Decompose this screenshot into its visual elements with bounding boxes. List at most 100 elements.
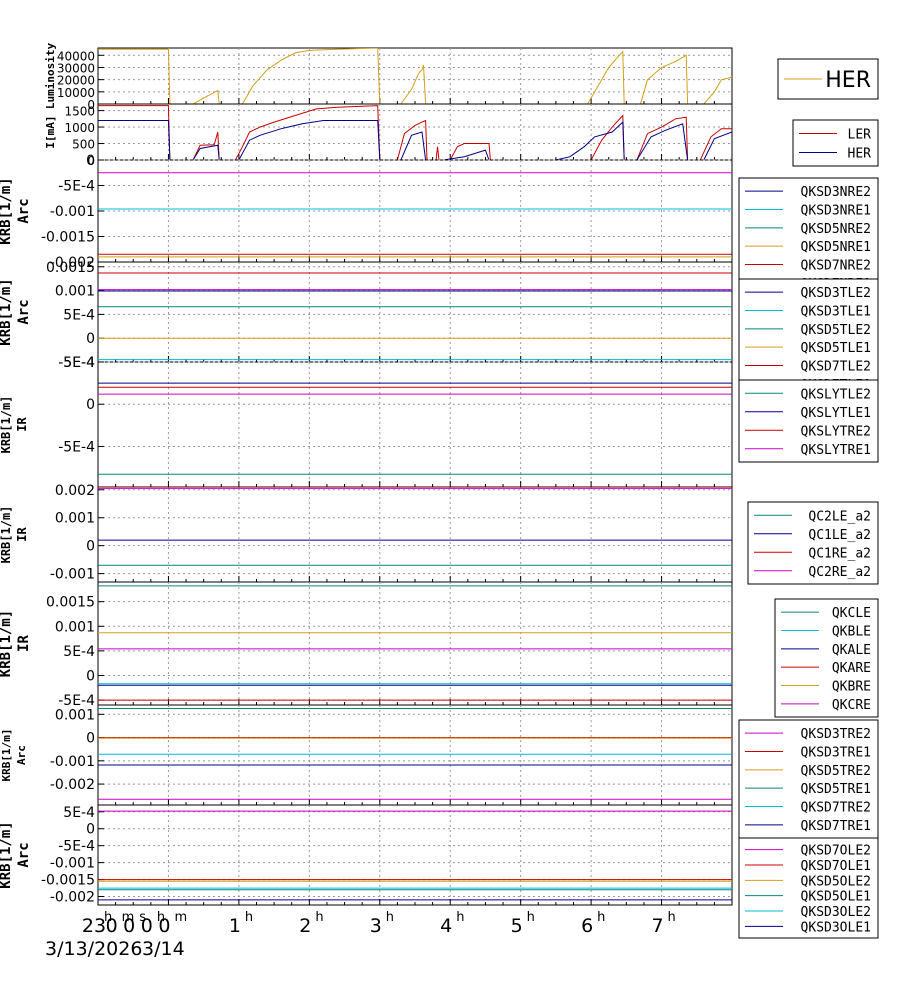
y-tick-label: 0 [86,153,95,169]
x-tick-unit: s [139,910,146,925]
y-tick-label: -0.001 [50,567,95,583]
legend-label: QKSD7OLE1 [801,859,871,874]
legend-label: QKBRE [832,680,871,695]
y-axis-sublabel: Arc [15,745,28,765]
panel-2: 0 500 1000 1500 I[mA] LER HER [44,103,879,168]
x-tick-label: 3 [370,915,382,937]
y-tick-label: -0.001 [50,856,95,872]
x-tick-unit: h [668,910,676,925]
x-tick-unit: h [527,910,535,925]
y-tick-label: 40000 [57,49,95,63]
legend-label: QKSD3OLE1 [801,920,871,935]
panel-5: -5E-4 0 5E-4 KRB[1/m] IR QKSLYTLE2 QKSLYTLE1 QK… [0,355,879,488]
y-tick-label: 0 [86,539,95,555]
y-tick-label: 0 [87,98,95,112]
x-tick-label: 23 [82,915,106,937]
y-tick-label: -0.002 [50,255,95,271]
y-axis-sublabel: Arc [16,299,32,324]
plot-frame [97,361,733,488]
panel-8: -0.002 -0.001 0 0.001 KRB[1/m] Arc QKSD3TRE2 QK… [0,704,879,839]
y-tick-label: 0.001 [55,284,95,300]
legend-label: QKARE [832,661,871,676]
y-tick-label: 5E-4 [63,644,95,660]
y-tick-label: -5E-4 [58,355,95,371]
y-tick-label: 0 [87,154,95,168]
legend-box [792,119,879,167]
legend-label: QKSD7TLE2 [801,360,871,375]
y-axis-sublabel: IR [15,527,29,542]
y-tick-label: 1000 [64,121,95,135]
legend-label: QKSD7NRE2 [801,259,871,274]
legend-box [774,598,879,718]
legend-label: QC1RE_a2 [808,546,871,561]
y-axis-label: KRB[1/m] [0,729,13,782]
legend-label: QKSD3OLE2 [801,905,871,920]
series-line-luminosity [98,48,732,104]
x-tick-label: 0 [141,915,153,937]
y-tick-label: -5E-4 [58,439,95,455]
y-tick-label: -0.0015 [41,230,95,246]
x-tick-label: 6 [581,915,593,937]
y-axis-sublabel: Arc [16,842,32,867]
x-tick-unit: h [315,910,323,925]
y-tick-label: 5E-4 [63,805,95,821]
y-tick-label: -0.002 [50,890,95,906]
y-axis-label: Luminosity [44,43,57,110]
legend-label: QKCLE [832,606,871,621]
y-tick-label: 20000 [57,74,95,88]
legend-label: QKSD3TLE2 [801,286,871,301]
legend-box [738,177,879,297]
y-tick-label: 5E-4 [63,307,95,323]
legend-label: QKSD3TRE1 [801,746,871,761]
y-axis-sublabel: IR [16,635,32,652]
legend-label: QKSD7TRE1 [801,819,871,834]
y-tick-label: 0 [86,331,95,347]
legend-label: QKSLYTLE1 [801,406,871,421]
plot-frame [97,486,733,583]
legend-label: QKSD7OLE2 [801,844,871,859]
x-tick-unit: h [104,910,112,925]
plot-frame [97,103,733,161]
legend-label: QC2LE_a2 [808,509,871,524]
legend-label: QKBLE [832,625,871,640]
y-axis-label: KRB[1/m] [0,506,13,564]
y-axis-label: KRB[1/m] [0,821,14,888]
legend-label: QKSLYTRE2 [801,424,871,439]
legend-label: QKSD5OLE2 [801,874,871,889]
y-axis-sublabel: IR [15,417,29,432]
y-tick-label: 1500 [64,105,95,119]
x-tick-label: 0 [123,915,135,937]
x-tick-label: 4 [440,915,452,937]
y-tick-label: 0 [86,822,95,838]
y-tick-label: -0.0015 [41,873,95,889]
y-tick-label: 0.001 [55,619,95,635]
legend-label: QKCRE [832,698,871,713]
plot-frame [97,261,733,363]
x-tick-label: 0 [158,915,170,937]
plot-frame [97,581,733,706]
legend-label: QKSD3NRE2 [801,185,871,200]
series-line-ler [98,105,732,160]
plot-frame [97,47,733,105]
y-tick-label: 30000 [57,61,95,75]
x-tick-unit: m [122,910,135,925]
x-tick-label: 5 [511,915,523,937]
panel-7: -5E-4 0 5E-4 0.001 0.0015 KRB[1/m] IR QKCLE QKBL… [0,581,879,718]
legend-label: QKSLYTLE2 [801,387,871,402]
legend-label: QKSD5TRE1 [801,782,871,797]
y-tick-label: 0 [86,668,95,684]
y-tick-label: 0.001 [55,707,95,723]
y-axis-label: KRB[1/m] [0,177,14,244]
y-tick-label: 0 [86,397,95,413]
legend-label: QKSD3TLE1 [801,305,871,320]
x-tick-label: 1 [229,915,241,937]
y-tick-label: 10000 [57,86,95,100]
y-tick-label: 500 [72,138,95,152]
x-tick-unit: h [456,910,464,925]
x-tick-unit: h [597,910,605,925]
y-axis-label: KRB[1/m] [0,278,14,345]
legend-box [738,837,879,939]
